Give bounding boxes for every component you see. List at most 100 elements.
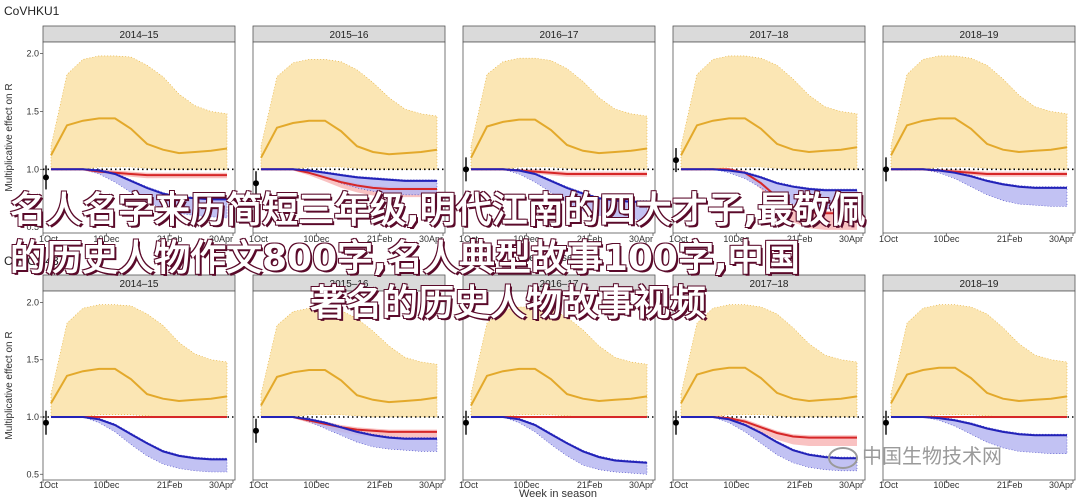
x-tick-label: 10Dec: [513, 480, 540, 490]
blue-series-line: [261, 416, 437, 440]
x-tick-label: 21Feb: [157, 234, 183, 244]
facet-strip-label: 2018–19: [960, 30, 999, 41]
x-tick-label: 10Dec: [303, 234, 330, 244]
yellow-series-line: [890, 117, 1068, 156]
yellow-series-line: [680, 117, 858, 156]
start-point: [253, 180, 259, 187]
facet-strip-label: 2014–15: [120, 30, 159, 41]
x-tick-label: 21Feb: [577, 234, 603, 244]
yellow-series-line: [890, 366, 1068, 404]
x-tick-label: 10Dec: [93, 480, 120, 490]
y-tick-label: 1.0: [26, 164, 39, 174]
y-tick-label: 0.5: [26, 222, 39, 232]
yellow-ci-band: [260, 59, 438, 170]
blue-ci-band: [471, 416, 648, 475]
x-tick-label: 30Apr: [1049, 234, 1073, 244]
x-tick-label: 30Apr: [209, 480, 233, 490]
x-axis-label: Week in season: [519, 252, 597, 264]
x-tick-label: 21Feb: [997, 234, 1023, 244]
x-tick-label: 10Dec: [723, 480, 750, 490]
x-tick-label: 10Dec: [723, 234, 750, 244]
x-tick-label: 21Feb: [367, 480, 393, 490]
x-tick-label: 1Oct: [39, 234, 59, 244]
red-ci-band: [681, 417, 857, 446]
facet-strip-label: 2016–17: [540, 279, 579, 290]
yellow-ci-band: [680, 304, 858, 418]
yellow-series-line: [50, 367, 228, 404]
facet-strip-label: 2017–18: [750, 279, 789, 290]
yellow-series-line: [50, 117, 228, 156]
yellow-series-line: [260, 119, 438, 159]
x-tick-label: 30Apr: [419, 234, 443, 244]
yellow-series-line: [680, 366, 858, 404]
blue-series-line: [261, 168, 437, 182]
x-tick-label: 1Oct: [669, 480, 689, 490]
panel-3: 2016–17 1Oct 10Dec 21Feb 30Apr: [459, 25, 656, 244]
x-axis-label: Week in season: [519, 488, 597, 499]
x-tick-label: 10Dec: [93, 234, 120, 244]
facet-grid-1: CoVHKU1 Multiplicative effect on R 0.5 1.0 1…: [4, 4, 1076, 264]
blue-series-line: [891, 416, 1067, 437]
overlay-caption-line-1: 名人名字来历简短三年级,明代江南的四大才子,最敬佩: [10, 190, 866, 231]
x-tick-label: 1Oct: [669, 234, 689, 244]
overlay-caption-line-2: 的历史人物作文800字,名人典型故事100字,中国: [10, 238, 800, 279]
yellow-series-line: [260, 369, 438, 406]
yellow-ci-band: [680, 55, 858, 170]
red-ci-band: [681, 169, 857, 230]
x-tick-label: 1Oct: [39, 480, 59, 490]
watermark-text: 中国生物技术网: [862, 444, 1002, 468]
blue-ci-band: [51, 416, 228, 473]
blue-series-line: [51, 416, 227, 461]
blue-series-line: [471, 168, 647, 203]
blue-ci-band: [471, 169, 648, 221]
y-axis-label: Multiplicative effect on R: [4, 83, 15, 191]
start-point: [463, 419, 469, 426]
x-tick-label: 21Feb: [997, 480, 1023, 490]
yellow-ci-band: [470, 57, 648, 170]
y-tick-label: 1.0: [26, 412, 39, 422]
yellow-ci-band: [470, 306, 648, 418]
blue-ci-band: [891, 416, 1068, 455]
panel-4: 2017–18 1Oct 10Dec 21Feb 30Apr: [669, 25, 866, 244]
facet-strip-label: 2017–18: [750, 30, 789, 41]
x-tick-label: 21Feb: [787, 480, 813, 490]
blue-series-line: [51, 168, 227, 201]
yellow-series-line: [470, 367, 648, 406]
x-tick-label: 1Oct: [249, 234, 269, 244]
y-axis-label: Multiplicative effect on R: [4, 331, 15, 439]
yellow-ci-band: [890, 55, 1068, 170]
start-point: [673, 157, 679, 164]
blue-ci-band: [681, 416, 858, 472]
blue-series-line: [471, 416, 648, 464]
y-tick-label: 1.5: [26, 355, 39, 365]
yellow-ci-band: [260, 307, 438, 418]
facet-grid-2: CoVOC43 Multiplicative effect on R 0.5 1.0 1…: [4, 254, 1076, 499]
start-point: [883, 166, 889, 173]
y-tick-label: 1.5: [26, 106, 39, 116]
facet-strip-label: 2018–19: [960, 279, 999, 290]
yellow-ci-band: [890, 304, 1068, 418]
watermark: 中国生物技术网: [828, 440, 1002, 469]
blue-ci-band: [261, 416, 438, 452]
x-tick-label: 21Feb: [367, 234, 393, 244]
facet-strip-label: 2015–16: [330, 279, 369, 290]
panel-5: 2018–19 1Oct 10Dec 21Feb 30Apr: [879, 25, 1076, 244]
x-tick-label: 10Dec: [933, 234, 960, 244]
start-point: [883, 419, 889, 426]
blue-series-line: [681, 416, 857, 460]
x-tick-label: 30Apr: [839, 480, 863, 490]
x-tick-label: 21Feb: [787, 234, 813, 244]
panel-1: 2014–15 1Oct 10Dec 21Feb 30Apr: [39, 274, 236, 490]
facet-strip-label: 2014–15: [120, 279, 159, 290]
yellow-ci-band: [50, 55, 228, 170]
panel-1: 2014–15 1Oct 10Dec 21Feb 30Apr: [39, 25, 236, 244]
x-tick-label: 10Dec: [933, 480, 960, 490]
panel-5: 2018–19 1Oct 10Dec 21Feb 30Apr: [879, 274, 1076, 490]
x-tick-label: 1Oct: [249, 480, 269, 490]
start-point: [673, 419, 679, 426]
blue-ci-band: [891, 169, 1068, 207]
panel-3: 2016–17 1Oct 10Dec 21Feb 30Apr: [459, 274, 656, 490]
x-tick-label: 21Feb: [157, 480, 183, 490]
facet-strip-label: 2015–16: [330, 30, 369, 41]
